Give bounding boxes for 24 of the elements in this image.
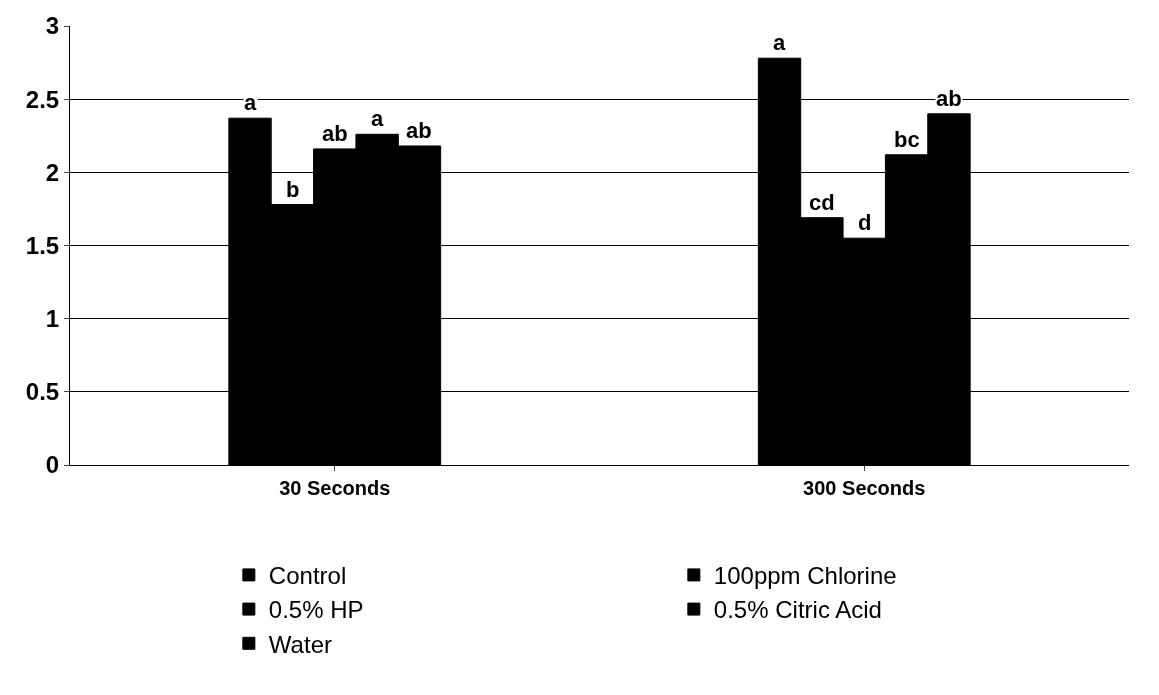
y-tick-label: 3 [45, 12, 60, 40]
data-label: d [858, 210, 872, 235]
data-label: b [286, 177, 300, 202]
y-tick-label: 2 [45, 158, 60, 186]
data-label: a [371, 106, 384, 131]
y-tick-label: 1 [45, 305, 60, 333]
legend-label: 0.5% HP [268, 596, 364, 624]
data-label: ab [322, 121, 348, 146]
legend-label: 0.5% Citric Acid [713, 596, 882, 624]
legend-label: 100ppm Chlorine [713, 562, 897, 590]
y-tick-label: 1.5 [25, 231, 60, 259]
data-label: ab [936, 86, 962, 111]
y-tick-label: 2.5 [25, 85, 60, 113]
data-label: bc [894, 127, 920, 152]
y-tick-label: 0 [45, 451, 60, 479]
y-tick-label: 0.5 [25, 378, 60, 406]
data-label: a [773, 30, 786, 55]
x-tick-label: 300 Seconds [803, 477, 926, 499]
data-label: cd [809, 190, 835, 215]
x-tick-label: 30 Seconds [279, 477, 391, 499]
legend-label: Control [268, 562, 347, 590]
data-label: a [244, 90, 257, 115]
data-label: ab [406, 118, 432, 143]
legend-label: Water [268, 630, 332, 658]
